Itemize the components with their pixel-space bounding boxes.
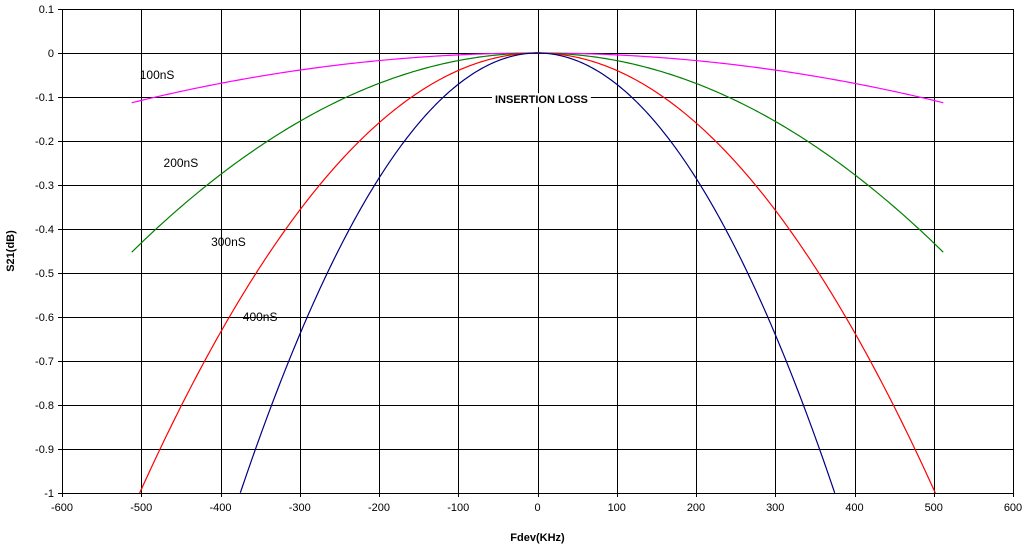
annotation-300nS: 300nS	[211, 235, 246, 249]
annotation-background	[492, 93, 591, 108]
x-axis-label: Fdev(KHz)	[510, 532, 565, 544]
series-line-400nS	[239, 52, 836, 494]
y-tick-label: -1	[44, 488, 54, 500]
y-tick-label: -0.9	[35, 444, 54, 456]
y-tick-label: -0.6	[35, 312, 54, 324]
annotation-200nS: 200nS	[164, 156, 199, 170]
x-tick-label: -100	[447, 502, 469, 514]
annotations: 100nS 200nS 300nS 400nS INSERTION LOSS	[140, 68, 591, 324]
annotation-insertion-loss: INSERTION LOSS	[495, 94, 588, 106]
x-tick-label: 100	[608, 502, 626, 514]
x-tick-label: 200	[687, 502, 705, 514]
y-tick-label: 0	[48, 48, 54, 60]
annotation-400nS: 400nS	[243, 310, 278, 324]
y-tick-label: 0.1	[39, 4, 54, 16]
y-tick-label: -0.5	[35, 268, 54, 280]
x-tick-label: 0	[534, 502, 540, 514]
x-tick-label: 400	[845, 502, 863, 514]
y-tick-label: -0.3	[35, 180, 54, 192]
tick-labels: -600 -500 -400 -300 -200 -100 0 100 200 300 400 500…	[35, 4, 1022, 514]
grid	[58, 9, 1014, 497]
y-tick-label: -0.8	[35, 400, 54, 412]
y-axis-label: S21(dB)	[5, 230, 17, 272]
annotation-100nS: 100nS	[140, 68, 175, 82]
x-tick-label: -300	[289, 502, 311, 514]
y-tick-label: -0.4	[35, 224, 54, 236]
x-tick-label: -500	[130, 502, 152, 514]
y-tick-label: -0.1	[35, 92, 54, 104]
x-tick-label: -400	[209, 502, 231, 514]
y-tick-label: -0.7	[35, 356, 54, 368]
x-tick-label: 600	[1004, 502, 1022, 514]
series-layer	[131, 52, 944, 494]
x-tick-label: -600	[51, 502, 73, 514]
x-tick-label: -200	[368, 502, 390, 514]
y-tick-label: -0.2	[35, 136, 54, 148]
x-tick-label: 500	[925, 502, 943, 514]
plot-border	[62, 9, 1014, 494]
x-tick-label: 300	[766, 502, 784, 514]
